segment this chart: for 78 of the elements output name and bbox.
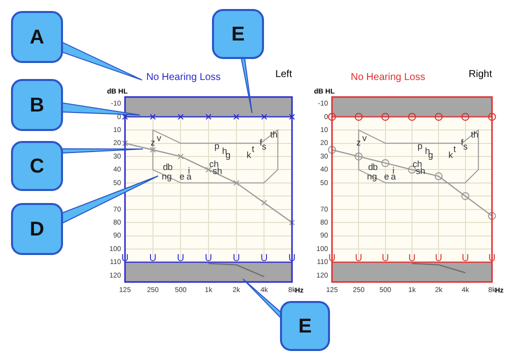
- annotation: k: [448, 150, 454, 160]
- point: [122, 140, 128, 146]
- chart-title: No Hearing Loss: [350, 72, 426, 83]
- annotation: k: [246, 150, 252, 160]
- data-label: U: [408, 253, 416, 264]
- point: [328, 112, 336, 121]
- annotation: a: [186, 171, 192, 182]
- point: [354, 152, 363, 160]
- data-label: U: [462, 253, 469, 264]
- annotation: f: [460, 138, 464, 148]
- annotation: i: [188, 165, 190, 176]
- annotation: h: [222, 146, 228, 156]
- annotation: v: [362, 133, 368, 143]
- annotation: s: [262, 142, 267, 152]
- annotation: sh: [212, 166, 222, 176]
- annotation: ng: [366, 171, 378, 182]
- annotation: p: [214, 140, 220, 151]
- data-label: U: [204, 253, 212, 264]
- annotation: z: [356, 138, 362, 148]
- chart-subtitle: Right: [468, 69, 492, 80]
- point: [233, 180, 240, 186]
- annotation: t: [453, 144, 456, 154]
- data-label: U: [382, 253, 389, 264]
- point: [261, 114, 268, 120]
- annotation: th: [270, 130, 278, 140]
- point: [488, 112, 496, 121]
- annotation: e: [384, 171, 390, 182]
- point: [233, 114, 240, 120]
- point: [178, 114, 184, 120]
- data-label: U: [355, 253, 362, 264]
- point: [488, 212, 496, 220]
- data-label: U: [149, 253, 156, 264]
- annotation: ng: [162, 171, 172, 182]
- data-label: U: [177, 253, 184, 264]
- point: [150, 146, 156, 153]
- data-label: U: [435, 253, 442, 264]
- data-label: U: [260, 253, 268, 264]
- annotation: a: [390, 171, 396, 182]
- annotation: g: [225, 150, 230, 160]
- annotation: i: [392, 165, 394, 176]
- point: [434, 112, 443, 121]
- point: [408, 112, 416, 121]
- point: [289, 220, 295, 226]
- chart-title: No Hearing Loss: [145, 72, 222, 83]
- point: [354, 112, 363, 121]
- annotation: v: [156, 133, 162, 143]
- point: [381, 159, 390, 168]
- data-label: U: [232, 253, 240, 264]
- point: [328, 146, 336, 154]
- point: [461, 112, 470, 121]
- callout: A: [11, 11, 142, 80]
- annotation: th: [470, 130, 478, 140]
- annotation: d: [368, 162, 374, 172]
- point: [261, 200, 268, 206]
- point: [461, 192, 470, 200]
- annotation: f: [260, 138, 263, 148]
- point: [381, 112, 390, 121]
- annotation: h: [424, 146, 430, 156]
- point: [178, 153, 184, 160]
- annotation: ch: [412, 158, 422, 169]
- point: [434, 172, 443, 180]
- annotation: sh: [416, 166, 426, 176]
- annotation: p: [417, 140, 423, 151]
- annotation: b: [168, 162, 173, 172]
- point: [206, 114, 212, 120]
- point: [206, 166, 212, 173]
- annotation: ch: [209, 158, 219, 169]
- annotation: b: [372, 162, 378, 172]
- point: [408, 166, 416, 174]
- annotation: s: [463, 142, 468, 152]
- annotation: e: [180, 171, 185, 182]
- point: [150, 114, 156, 120]
- chart-subtitle: Left: [275, 69, 292, 80]
- point: [289, 114, 295, 120]
- annotation: d: [162, 162, 168, 172]
- annotation: z: [150, 138, 156, 148]
- annotation: t: [252, 144, 255, 154]
- annotation: g: [428, 150, 434, 160]
